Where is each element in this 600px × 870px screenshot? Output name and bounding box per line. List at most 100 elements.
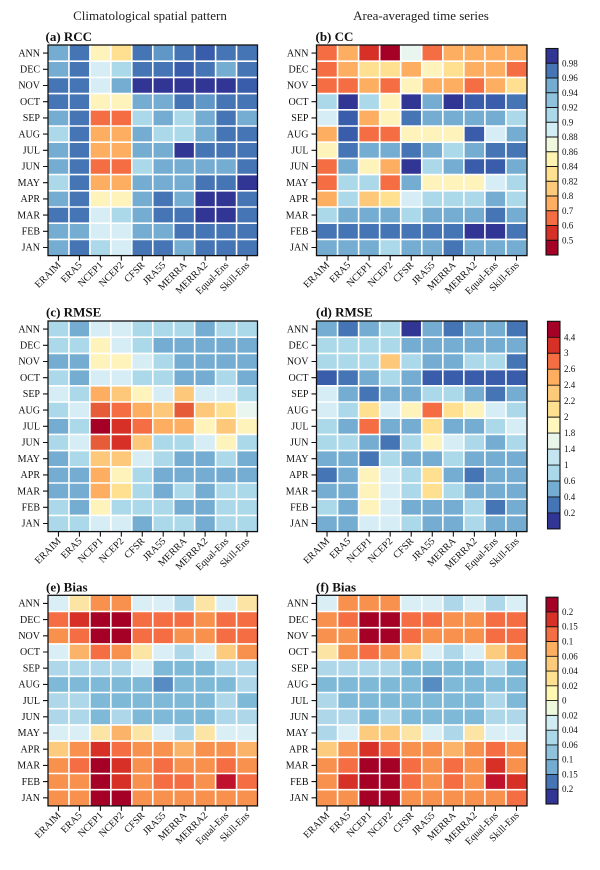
svg-text:FEB: FEB <box>22 503 41 514</box>
svg-text:2: 2 <box>564 412 569 422</box>
svg-text:OCT: OCT <box>289 647 309 658</box>
svg-text:DEC: DEC <box>20 615 40 626</box>
svg-text:0.92: 0.92 <box>562 103 578 113</box>
svg-text:OCT: OCT <box>20 647 40 658</box>
svg-text:JUN: JUN <box>22 438 40 449</box>
svg-text:SEP: SEP <box>291 663 309 674</box>
svg-text:2.4: 2.4 <box>564 380 576 390</box>
svg-text:ERAIM: ERAIM <box>33 260 64 291</box>
svg-text:0.2: 0.2 <box>562 607 573 617</box>
svg-text:JUL: JUL <box>23 146 40 157</box>
svg-text:NOV: NOV <box>18 81 40 92</box>
svg-text:NOV: NOV <box>287 357 309 368</box>
svg-text:1: 1 <box>564 460 569 470</box>
svg-text:0.6: 0.6 <box>564 476 576 486</box>
svg-text:0.8: 0.8 <box>562 191 574 201</box>
svg-text:AUG: AUG <box>287 129 309 140</box>
svg-text:APR: APR <box>289 194 309 205</box>
svg-text:MAR: MAR <box>286 210 309 221</box>
svg-text:JUN: JUN <box>290 438 308 449</box>
svg-text:JUL: JUL <box>23 696 40 707</box>
svg-text:DEC: DEC <box>289 65 309 76</box>
svg-text:ANN: ANN <box>287 48 309 59</box>
svg-text:Climatological spatial pattern: Climatological spatial pattern <box>73 8 227 23</box>
svg-text:0.15: 0.15 <box>562 622 578 632</box>
svg-text:3: 3 <box>564 348 569 358</box>
svg-text:0.1: 0.1 <box>562 755 573 765</box>
svg-text:OCT: OCT <box>20 373 40 384</box>
svg-text:0.98: 0.98 <box>562 58 578 68</box>
svg-text:MAY: MAY <box>286 454 308 465</box>
svg-text:MAY: MAY <box>18 178 40 189</box>
svg-text:0.15: 0.15 <box>562 769 578 779</box>
svg-text:MAY: MAY <box>286 728 308 739</box>
svg-text:0.02: 0.02 <box>562 710 578 720</box>
svg-text:NOV: NOV <box>18 357 40 368</box>
svg-text:0.6: 0.6 <box>562 221 574 231</box>
svg-text:ANN: ANN <box>18 48 40 59</box>
svg-text:ERAIM: ERAIM <box>302 810 333 841</box>
svg-text:JAN: JAN <box>290 793 308 804</box>
svg-text:0.82: 0.82 <box>562 176 578 186</box>
svg-text:0.04: 0.04 <box>562 725 578 735</box>
svg-text:SEP: SEP <box>291 389 309 400</box>
svg-text:MAR: MAR <box>17 210 40 221</box>
svg-text:JAN: JAN <box>22 793 40 804</box>
svg-text:ERAIM: ERAIM <box>33 536 64 567</box>
svg-text:FEB: FEB <box>290 503 309 514</box>
svg-text:JUN: JUN <box>290 162 308 173</box>
svg-text:0.04: 0.04 <box>562 666 578 676</box>
svg-text:SEP: SEP <box>23 113 41 124</box>
svg-text:JUN: JUN <box>22 712 40 723</box>
svg-text:DEC: DEC <box>20 341 40 352</box>
svg-text:FEB: FEB <box>22 777 41 788</box>
svg-text:2.2: 2.2 <box>564 396 575 406</box>
svg-text:JAN: JAN <box>290 519 308 530</box>
svg-text:JUL: JUL <box>23 422 40 433</box>
svg-text:ANN: ANN <box>18 324 40 335</box>
svg-text:ERAIM: ERAIM <box>302 536 333 567</box>
svg-text:AUG: AUG <box>287 680 309 691</box>
svg-text:FEB: FEB <box>290 227 309 238</box>
svg-text:0.9: 0.9 <box>562 117 574 127</box>
svg-text:DEC: DEC <box>289 615 309 626</box>
svg-text:0.84: 0.84 <box>562 162 578 172</box>
svg-text:SEP: SEP <box>23 663 41 674</box>
svg-text:0.7: 0.7 <box>562 206 574 216</box>
svg-text:0.2: 0.2 <box>562 784 573 794</box>
svg-text:SEP: SEP <box>23 389 41 400</box>
svg-text:4.4: 4.4 <box>564 332 576 342</box>
svg-text:(b) CC: (b) CC <box>316 29 354 44</box>
svg-text:0.88: 0.88 <box>562 132 578 142</box>
svg-text:0: 0 <box>562 696 567 706</box>
svg-text:(a) RCC: (a) RCC <box>46 29 93 44</box>
svg-text:DEC: DEC <box>289 341 309 352</box>
svg-text:(e) Bias: (e) Bias <box>46 580 88 595</box>
svg-text:0.1: 0.1 <box>562 637 573 647</box>
svg-text:0.86: 0.86 <box>562 147 578 157</box>
svg-text:JAN: JAN <box>22 519 40 530</box>
svg-text:Area-averaged time series: Area-averaged time series <box>353 8 489 23</box>
svg-text:ERAIM: ERAIM <box>33 810 64 841</box>
svg-text:MAR: MAR <box>286 486 309 497</box>
svg-text:APR: APR <box>21 470 41 481</box>
svg-text:MAY: MAY <box>18 728 40 739</box>
svg-text:0.02: 0.02 <box>562 681 578 691</box>
svg-text:AUG: AUG <box>18 680 40 691</box>
svg-text:NOV: NOV <box>18 631 40 642</box>
svg-text:0.06: 0.06 <box>562 740 578 750</box>
svg-text:NOV: NOV <box>287 81 309 92</box>
svg-text:FEB: FEB <box>290 777 309 788</box>
svg-text:FEB: FEB <box>22 227 41 238</box>
svg-text:MAY: MAY <box>286 178 308 189</box>
svg-text:OCT: OCT <box>289 97 309 108</box>
svg-text:SEP: SEP <box>291 113 309 124</box>
svg-text:JUL: JUL <box>291 422 308 433</box>
svg-text:0.96: 0.96 <box>562 73 578 83</box>
svg-text:MAR: MAR <box>17 761 40 772</box>
svg-text:(c) RMSE: (c) RMSE <box>46 305 101 320</box>
svg-text:ANN: ANN <box>287 599 309 610</box>
svg-text:2.6: 2.6 <box>564 364 576 374</box>
svg-text:JUL: JUL <box>291 146 308 157</box>
svg-text:OCT: OCT <box>20 97 40 108</box>
